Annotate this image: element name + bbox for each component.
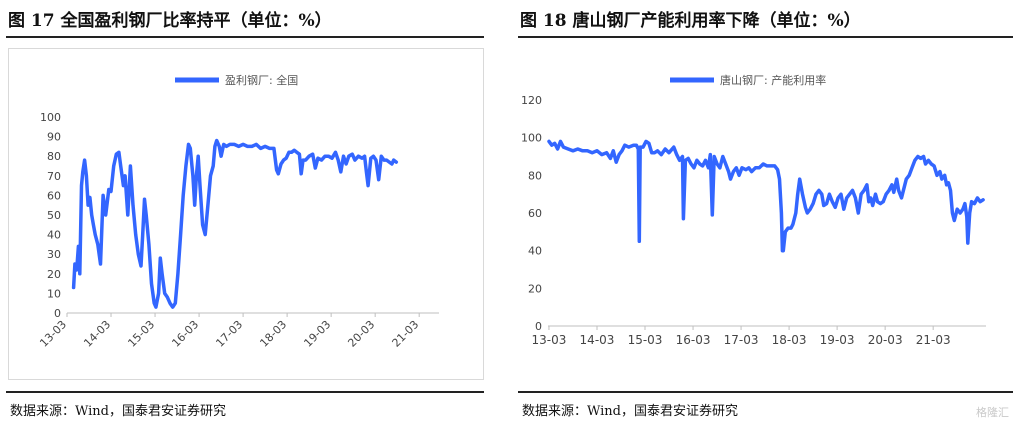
source-rule	[518, 391, 1013, 393]
chart-panel-right: 图 18 唐山钢厂产能利用率下降（单位：%） 唐山钢厂: 产能利用率 0 20 40 6…	[512, 0, 1019, 426]
series-line	[547, 139, 985, 253]
x-tick-label: 13-03	[37, 318, 69, 350]
source-rule	[6, 391, 484, 393]
x-tick-label: 15-03	[125, 318, 157, 350]
x-tick-label: 21-03	[916, 333, 951, 347]
y-tick-label: 40	[528, 245, 542, 258]
y-tick-label: 80	[47, 150, 61, 163]
y-tick-label: 30	[47, 248, 61, 261]
x-tick-label: 14-03	[580, 333, 615, 347]
y-tick-label: 20	[528, 282, 542, 295]
y-tick-label: 60	[528, 207, 542, 220]
x-tick-label: 17-03	[724, 333, 759, 347]
y-tick-label: 70	[47, 170, 61, 183]
x-tick-label: 13-03	[532, 333, 567, 347]
x-tick-label: 16-03	[169, 318, 201, 350]
x-tick-label: 18-03	[257, 318, 289, 350]
x-tick-label: 14-03	[81, 318, 113, 350]
y-tick-label: 0	[535, 320, 542, 333]
title-rule	[518, 36, 1013, 38]
y-tick-label: 60	[47, 189, 61, 202]
y-tick-label: 100	[521, 132, 542, 145]
chart-svg-tangshan-utilization: 唐山钢厂: 产能利用率 0 20 40 60 80 100 120 13-03 14-03 15-0…	[521, 73, 986, 347]
x-tick-label: 20-03	[868, 333, 903, 347]
legend-label: 唐山钢厂: 产能利用率	[720, 73, 826, 87]
watermark: 格隆汇	[976, 406, 1009, 419]
x-tick-label: 20-03	[345, 318, 377, 350]
x-tick-label: 21-03	[390, 318, 422, 350]
data-source: 数据来源：Wind，国泰君安证券研究	[522, 404, 738, 419]
panel-title: 图 17 全国盈利钢厂比率持平（单位：%）	[8, 11, 332, 31]
y-tick-label: 100	[40, 111, 61, 124]
title-rule	[6, 36, 484, 38]
y-tick-label: 90	[47, 131, 61, 144]
series-line	[71, 138, 399, 309]
chart-svg-profitable-mills: 盈利钢厂: 全国 0 10 20 30 40 50 60 70 80 90 100 13-03 14-03…	[37, 73, 439, 350]
chart-panel-left: 图 17 全国盈利钢厂比率持平（单位：%） 盈利钢厂: 全国 0 10 20 30 40 5…	[0, 0, 490, 426]
data-source: 数据来源：Wind，国泰君安证券研究	[10, 404, 226, 419]
y-tick-label: 80	[528, 169, 542, 182]
x-tick-label: 16-03	[676, 333, 711, 347]
y-tick-label: 20	[47, 268, 61, 281]
panel-title: 图 18 唐山钢厂产能利用率下降（单位：%）	[520, 11, 861, 31]
chart-frame: 唐山钢厂: 产能利用率 0 20 40 60 80 100 120 13-03 14-03 15-0…	[520, 48, 1013, 378]
x-tick-label: 19-03	[820, 333, 855, 347]
y-tick-label: 0	[54, 307, 61, 320]
x-tick-label: 18-03	[772, 333, 807, 347]
y-tick-label: 10	[47, 287, 61, 300]
legend-label: 盈利钢厂: 全国	[225, 73, 298, 87]
y-tick-label: 120	[521, 94, 542, 107]
x-tick-label: 17-03	[213, 318, 245, 350]
y-tick-label: 40	[47, 229, 61, 242]
chart-frame: 盈利钢厂: 全国 0 10 20 30 40 50 60 70 80 90 100 13-03 14-03…	[8, 48, 484, 380]
x-tick-label: 15-03	[628, 333, 663, 347]
y-tick-label: 50	[47, 209, 61, 222]
x-tick-label: 19-03	[301, 318, 333, 350]
